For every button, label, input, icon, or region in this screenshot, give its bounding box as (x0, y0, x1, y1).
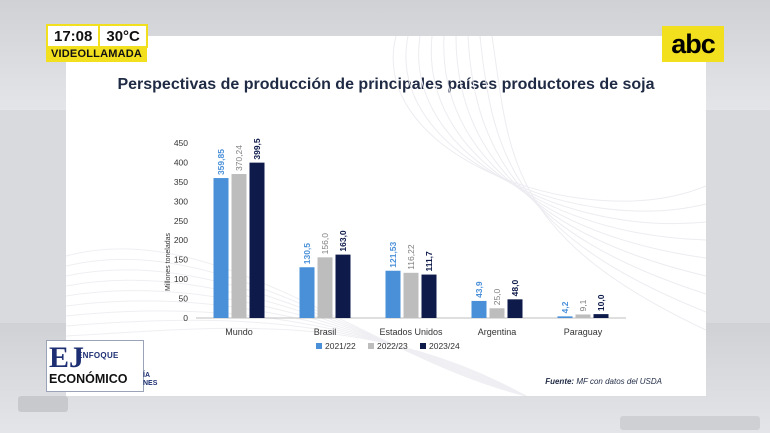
y-axis-label: Millones toneladas (165, 233, 172, 291)
decor-curve (418, 36, 706, 225)
bar-series: 359,85 370,24 399,5 130,5 156,0 163,0 121,53 11… (213, 138, 609, 318)
bar-data-label: 399,5 (252, 138, 262, 160)
bar-2023-24 (335, 254, 351, 318)
y-tick-label: 0 (183, 313, 188, 323)
y-tick-label: 350 (174, 177, 188, 187)
y-tick-label: 450 (174, 138, 188, 148)
show-logo-cut-2: NES (143, 380, 158, 387)
decor-curve (66, 248, 527, 396)
bar-2023-24 (593, 314, 609, 318)
source-note: Fuente: MF con datos del USDA (545, 377, 662, 386)
decor-curve (455, 36, 706, 277)
decor-curve (430, 36, 706, 241)
bar-data-label: 116,22 (406, 244, 416, 270)
decor-curve (66, 269, 527, 396)
y-tick-label: 100 (174, 274, 188, 284)
bar-data-label: 359,85 (216, 149, 226, 175)
show-logo-cut-1: ÍA (143, 372, 150, 379)
temperature: 30°C (106, 27, 140, 45)
bar-data-label: 43,9 (474, 281, 484, 298)
y-tick-label: 400 (174, 157, 188, 167)
bar-2021-22 (213, 178, 229, 318)
bar-2021-22 (471, 300, 487, 318)
bar-data-label: 9,1 (578, 299, 588, 311)
decor-curve (66, 290, 527, 396)
bar-data-label: 4,2 (560, 301, 570, 313)
chart-slide: Perspectivas de producción de principale… (66, 36, 706, 396)
bar-data-label: 48,0 (510, 280, 520, 297)
decor-curve (66, 258, 527, 396)
y-tick-label: 250 (174, 216, 188, 226)
bar-2022-23 (403, 272, 419, 318)
clock-time: 17:08 (54, 27, 93, 45)
show-logo-letters: EJ (49, 341, 85, 374)
legend-swatch (368, 343, 374, 349)
bar-data-label: 25,0 (492, 288, 502, 305)
x-category-label: Mundo (225, 327, 253, 337)
y-tick-label: 200 (174, 235, 188, 245)
show-logo-top: ENFOQUE (77, 351, 119, 360)
bar-2021-22 (557, 316, 573, 318)
bar-2022-23 (489, 308, 505, 318)
bar-data-label: 111,7 (424, 251, 434, 272)
decor-curve (66, 327, 527, 396)
bar-data-label: 156,0 (320, 233, 330, 255)
decor-curve (392, 36, 706, 202)
videocall-tag: VIDEOLLAMADA (46, 46, 148, 62)
bar-2022-23 (231, 174, 247, 318)
source-label: Fuente: (545, 377, 575, 386)
x-category-label: Estados Unidos (379, 327, 443, 337)
bar-2023-24 (249, 162, 265, 318)
soy-production-chart: 0 50 100 150 200 250 300 350 400 450 Millones ton… (66, 36, 706, 396)
bar-data-label: 10,0 (596, 294, 606, 311)
decor-curve (66, 300, 527, 396)
bar-data-label: 370,24 (234, 145, 244, 171)
legend-label: 2021/22 (325, 341, 356, 351)
legend-swatch (420, 343, 426, 349)
time-temperature-box: 17:08 30°C (46, 24, 148, 48)
decor-curve (66, 279, 527, 396)
show-logo-cut-text: ÍA NES (143, 372, 157, 388)
divider (98, 26, 101, 46)
bar-2022-23 (575, 314, 591, 318)
source-text: MF con datos del USDA (576, 377, 662, 386)
show-logo-main: ECONÓMICO (49, 372, 128, 386)
bar-2022-23 (317, 257, 333, 318)
abc-channel-logo: abc (662, 26, 724, 62)
blurred-overlay-right (620, 416, 760, 430)
decor-curve (66, 310, 527, 396)
legend-label: 2022/23 (377, 341, 408, 351)
bar-2021-22 (299, 267, 315, 318)
y-tick-label: 300 (174, 196, 188, 206)
legend-swatch (316, 343, 322, 349)
blurred-overlay-left (18, 396, 68, 412)
decor-curve (66, 319, 527, 396)
y-tick-label: 150 (174, 255, 188, 265)
chart-legend: 2021/22 2022/23 2023/24 (316, 341, 460, 351)
legend-label: 2023/24 (429, 341, 460, 351)
decor-curve (443, 36, 706, 259)
x-category-label: Paraguay (564, 327, 603, 337)
decor-curve (467, 36, 706, 295)
decor-curve (405, 36, 706, 212)
background-curves (66, 36, 706, 396)
y-tick-label: 50 (179, 294, 189, 304)
bar-data-label: 121,53 (388, 241, 398, 267)
bar-2023-24 (507, 299, 523, 318)
chart-title: Perspectivas de producción de principale… (117, 76, 655, 93)
x-category-label: Argentina (478, 327, 517, 337)
enfoque-economico-logo: EJ ENFOQUE ECONÓMICO (46, 340, 144, 392)
x-axis: Mundo Brasil Estados Unidos Argentina Paragu… (225, 327, 603, 337)
x-category-label: Brasil (314, 327, 337, 337)
bar-2021-22 (385, 270, 401, 318)
decor-curve (479, 36, 706, 313)
decor-curve (491, 36, 706, 331)
bar-2023-24 (421, 274, 437, 318)
bar-data-label: 163,0 (338, 230, 348, 252)
bar-data-label: 130,5 (302, 243, 312, 265)
